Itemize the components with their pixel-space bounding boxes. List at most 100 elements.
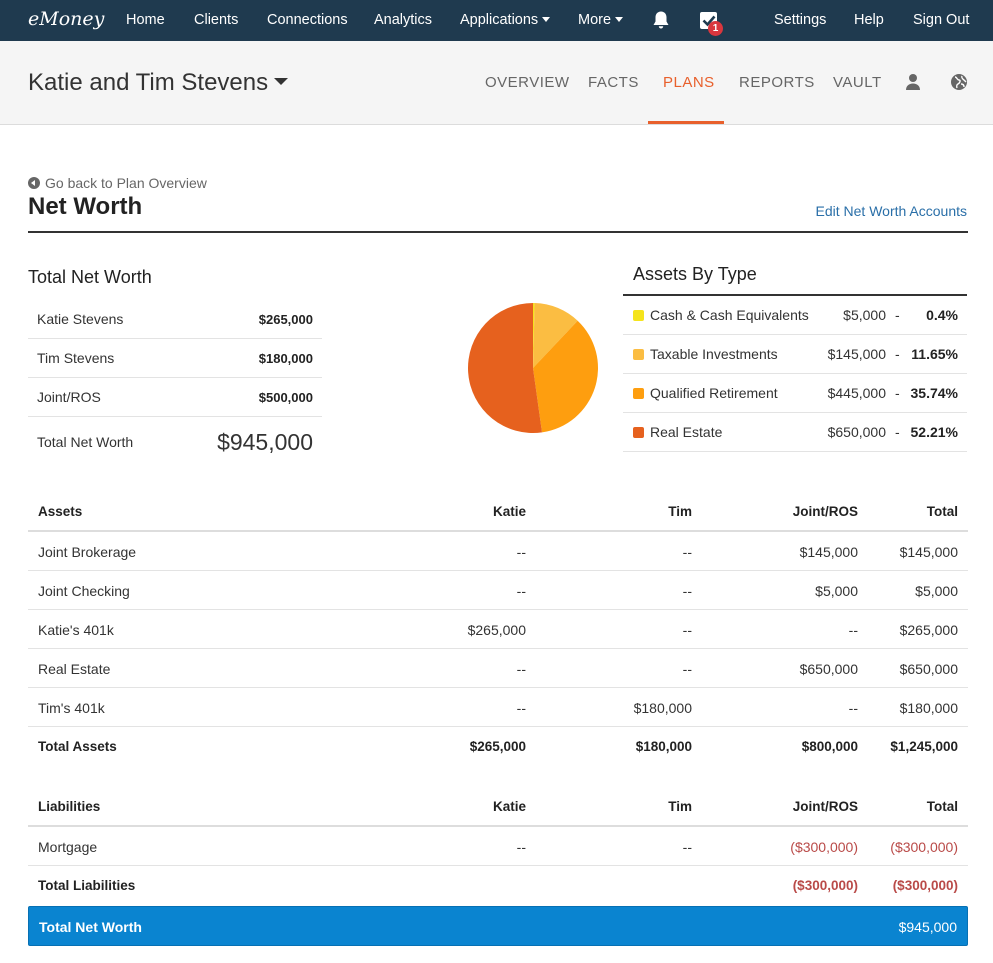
total-net-worth-bar-label: Total Net Worth bbox=[39, 919, 142, 935]
cell: $265,000 bbox=[469, 739, 526, 754]
asset-type-row: Real Estate $650,000 - 52.21% bbox=[623, 413, 967, 452]
asset-type-label: Taxable Investments bbox=[650, 346, 778, 362]
cell: -- bbox=[848, 700, 858, 716]
table-row: Katie's 401k $265,000 -- -- $265,000 bbox=[28, 610, 968, 649]
bell-icon[interactable] bbox=[651, 10, 671, 30]
cell: -- bbox=[682, 622, 692, 638]
globe-icon[interactable] bbox=[950, 73, 968, 91]
cell: Mortgage bbox=[38, 839, 98, 855]
pie-slice bbox=[533, 303, 578, 368]
tab-reports[interactable]: REPORTS bbox=[739, 74, 815, 91]
total-assets-row: Total Assets $265,000 $180,000 $800,000 … bbox=[28, 727, 968, 766]
client-name: Katie and Tim Stevens bbox=[28, 69, 269, 96]
summary-total-label: Total Net Worth bbox=[37, 434, 134, 450]
cell: $265,000 bbox=[899, 622, 958, 638]
tab-plans[interactable]: PLANS bbox=[663, 74, 715, 91]
separator: - bbox=[895, 385, 900, 401]
summary-row: Tim Stevens $180,000 bbox=[28, 339, 322, 378]
summary-row: Joint/ROS $500,000 bbox=[28, 378, 322, 417]
table-row: Joint Checking -- -- $5,000 $5,000 bbox=[28, 571, 968, 610]
cell: ($300,000) bbox=[892, 878, 958, 893]
nav-connections[interactable]: Connections bbox=[267, 12, 348, 28]
legend-swatch bbox=[633, 427, 644, 438]
summary-total-value: $945,000 bbox=[217, 428, 313, 455]
cell: Total Liabilities bbox=[38, 878, 136, 893]
title-divider bbox=[28, 231, 968, 233]
cell: -- bbox=[682, 544, 692, 560]
nav-applications-label: Applications bbox=[460, 12, 539, 28]
separator: - bbox=[895, 346, 900, 362]
caret-down-icon bbox=[542, 16, 551, 22]
cell: Katie's 401k bbox=[38, 622, 114, 638]
liabilities-table: Liabilities Katie Tim Joint/ROS Total Mo… bbox=[28, 787, 968, 905]
table-row: Mortgage -- -- ($300,000) ($300,000) bbox=[28, 827, 968, 866]
cell: $265,000 bbox=[467, 622, 526, 638]
asset-type-label: Qualified Retirement bbox=[650, 385, 778, 401]
cell: -- bbox=[682, 839, 692, 855]
pie-slice bbox=[533, 303, 535, 368]
nav-home[interactable]: Home bbox=[126, 12, 165, 28]
column-header: Katie bbox=[492, 799, 526, 814]
assets-header-row: Assets Katie Tim Joint/ROS Total bbox=[28, 492, 968, 532]
caret-down-icon bbox=[615, 16, 624, 22]
nav-settings[interactable]: Settings bbox=[774, 12, 827, 28]
client-name-dropdown[interactable]: Katie and Tim Stevens bbox=[28, 69, 289, 97]
cell: -- bbox=[516, 544, 526, 560]
nav-more-label: More bbox=[578, 12, 612, 28]
separator: - bbox=[895, 424, 900, 440]
table-row: Tim's 401k -- $180,000 -- $180,000 bbox=[28, 688, 968, 727]
cell: Real Estate bbox=[38, 661, 111, 677]
total-net-worth-bar: Total Net Worth $945,000 bbox=[28, 906, 968, 946]
top-navbar: eMoney Home Clients Connections Analytic… bbox=[0, 0, 993, 41]
cell: -- bbox=[516, 700, 526, 716]
active-tab-indicator bbox=[648, 121, 724, 124]
asset-type-amount: $5,000 bbox=[843, 307, 886, 323]
cell: Tim's 401k bbox=[38, 700, 105, 716]
person-icon[interactable] bbox=[904, 73, 922, 91]
asset-type-label: Cash & Cash Equivalents bbox=[650, 307, 809, 323]
column-header: Total bbox=[926, 799, 958, 814]
liabilities-header-row: Liabilities Katie Tim Joint/ROS Total bbox=[28, 787, 968, 827]
cell: $180,000 bbox=[635, 739, 692, 754]
arrow-left-circle-icon bbox=[28, 177, 40, 189]
asset-type-percent: 52.21% bbox=[910, 424, 958, 440]
assets-by-type-divider bbox=[623, 294, 967, 296]
tab-overview[interactable]: OVERVIEW bbox=[485, 74, 570, 91]
net-worth-summary-table: Katie Stevens $265,000 Tim Stevens $180,… bbox=[28, 300, 322, 467]
column-header: Total bbox=[926, 504, 958, 519]
cell: -- bbox=[848, 622, 858, 638]
edit-net-worth-accounts-link[interactable]: Edit Net Worth Accounts bbox=[815, 203, 967, 219]
column-header: Tim bbox=[668, 799, 692, 814]
summary-row-label: Joint/ROS bbox=[37, 389, 101, 405]
asset-type-amount: $650,000 bbox=[827, 424, 886, 440]
back-to-plan-overview-link[interactable]: Go back to Plan Overview bbox=[28, 175, 207, 191]
summary-total-row: Total Net Worth $945,000 bbox=[28, 417, 322, 467]
cell: ($300,000) bbox=[790, 839, 858, 855]
asset-type-row: Taxable Investments $145,000 - 11.65% bbox=[623, 335, 967, 374]
column-header: Katie bbox=[492, 504, 526, 519]
tab-vault[interactable]: VAULT bbox=[833, 74, 882, 91]
summary-row-value: $265,000 bbox=[258, 311, 313, 327]
emoney-logo[interactable]: eMoney bbox=[28, 8, 105, 30]
nav-more[interactable]: More bbox=[578, 12, 624, 28]
asset-type-percent: 0.4% bbox=[926, 307, 958, 323]
assets-table: Assets Katie Tim Joint/ROS Total Joint B… bbox=[28, 492, 968, 766]
cell: $5,000 bbox=[815, 583, 858, 599]
nav-clients[interactable]: Clients bbox=[194, 12, 239, 28]
summary-row-value: $180,000 bbox=[258, 350, 313, 366]
nav-analytics[interactable]: Analytics bbox=[374, 12, 433, 28]
tab-facts[interactable]: FACTS bbox=[588, 74, 639, 91]
summary-row-label: Katie Stevens bbox=[37, 311, 124, 327]
column-header: Assets bbox=[38, 504, 83, 519]
pie-slice bbox=[468, 303, 542, 433]
nav-sign-out[interactable]: Sign Out bbox=[913, 12, 970, 28]
asset-type-row: Cash & Cash Equivalents $5,000 - 0.4% bbox=[623, 296, 967, 335]
column-header: Tim bbox=[668, 504, 692, 519]
cell: $800,000 bbox=[801, 739, 858, 754]
table-row: Joint Brokerage -- -- $145,000 $145,000 bbox=[28, 532, 968, 571]
summary-row-value: $500,000 bbox=[258, 389, 313, 405]
nav-applications[interactable]: Applications bbox=[460, 12, 551, 28]
cell: -- bbox=[682, 661, 692, 677]
total-net-worth-bar-value: $945,000 bbox=[898, 919, 957, 935]
nav-help[interactable]: Help bbox=[854, 12, 884, 28]
